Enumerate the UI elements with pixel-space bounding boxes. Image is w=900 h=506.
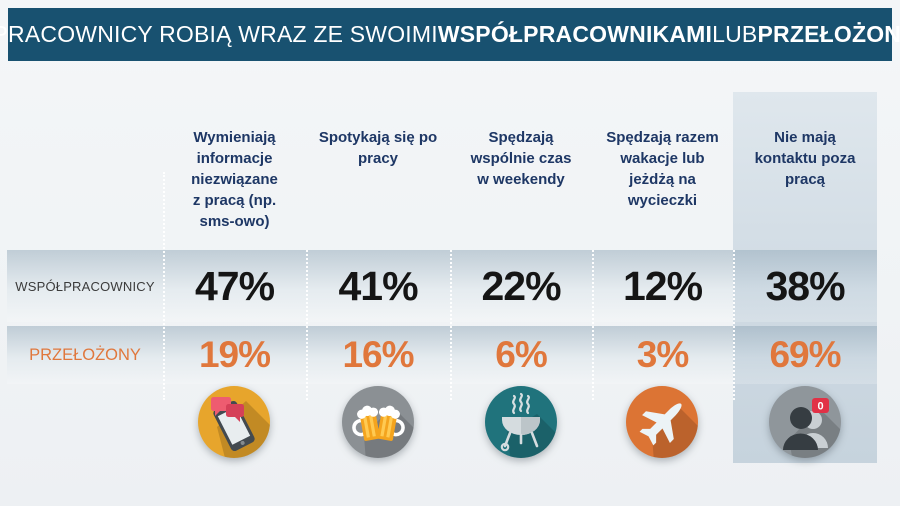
category-header-vacations: Spędzają razem wakacje lub jeżdżą na wyc…	[592, 127, 733, 211]
value-coworkers-sms: 47%	[194, 262, 275, 309]
value-supervisor-sms: 19%	[198, 334, 271, 375]
airplane-icon	[624, 384, 700, 460]
category-header-label: Spotykają się po pracy	[318, 129, 438, 167]
row-label-coworkers: WSPÓŁPRACOWNICY	[15, 278, 155, 294]
smartphone-chat-icon	[196, 384, 272, 460]
value-coworkers-vacations: 12%	[622, 262, 703, 309]
value-coworkers-weekends: 22%	[481, 262, 561, 309]
title-segment: CO PRACOWNICY ROBIĄ WRAZ ZE SWOIMI	[0, 21, 438, 47]
category-header-label: Wymieniają informacje niezwiązane z prac…	[191, 129, 278, 230]
value-coworkers-no-contact: 38%	[765, 262, 845, 309]
title-segment: LUB	[712, 21, 758, 47]
value-supervisor-weekends: 6%	[495, 334, 547, 375]
row-band-coworkers	[7, 250, 877, 322]
beer-mugs-icon	[340, 384, 416, 460]
row-band-supervisor	[7, 326, 877, 384]
row-label-supervisor: PRZEŁOŻONY	[29, 345, 141, 364]
value-supervisor-vacations: 3%	[636, 334, 689, 375]
no-contact-person-icon: 0	[767, 384, 843, 460]
page-title: CO PRACOWNICY ROBIĄ WRAZ ZE SWOIMI WSPÓŁ…	[0, 8, 900, 61]
category-header-label: Spędzają wspólnie czas w weekendy	[470, 129, 572, 188]
category-header-label: Spędzają razem wakacje lub jeżdżą na wyc…	[606, 129, 719, 209]
value-supervisor-after-work: 16%	[342, 334, 414, 375]
value-supervisor-no-contact: 69%	[769, 334, 841, 375]
column-divider	[450, 250, 452, 400]
notification-badge: 0	[812, 398, 829, 413]
title-segment-coworkers: WSPÓŁPRACOWNIKAMI	[437, 21, 713, 47]
category-header-label: Nie mają kontaktu poza pracą	[754, 129, 856, 188]
category-header-no-contact: Nie mają kontaktu poza pracą	[733, 127, 877, 190]
badge-count: 0	[817, 401, 823, 413]
column-divider	[592, 250, 594, 400]
title-segment-supervisor: PRZEŁOŻONYM	[757, 21, 900, 47]
column-divider	[733, 250, 735, 400]
category-header-sms: Wymieniają informacje niezwiązane z prac…	[163, 127, 306, 232]
value-coworkers-after-work: 41%	[338, 262, 418, 309]
category-header-after-work: Spotykają się po pracy	[306, 127, 450, 169]
column-divider	[163, 172, 165, 400]
grill-bbq-icon	[483, 384, 559, 460]
category-header-weekends: Spędzają wspólnie czas w weekendy	[450, 127, 592, 190]
column-divider	[306, 250, 308, 400]
